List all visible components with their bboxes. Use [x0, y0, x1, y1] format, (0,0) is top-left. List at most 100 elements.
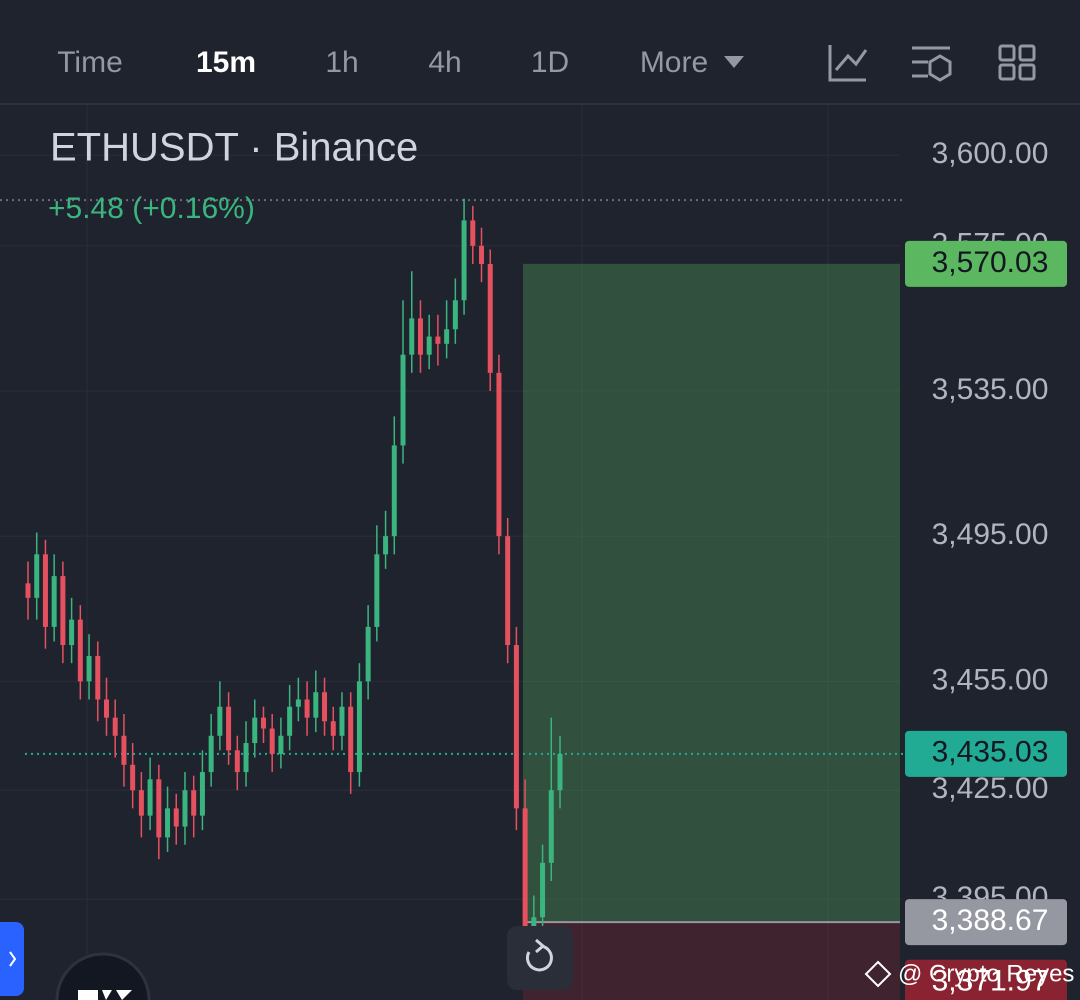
y-tick-label: 3,535.00 [932, 373, 1049, 406]
candle-body [217, 706, 223, 736]
candle-body [138, 790, 144, 816]
candle-body [304, 699, 310, 718]
logo-mark [78, 990, 132, 1000]
toolbar [0, 0, 1080, 104]
candle-body [513, 645, 519, 809]
icon [998, 44, 1016, 62]
candle-body [356, 681, 362, 773]
candle-body [400, 354, 406, 446]
candle-body [191, 790, 197, 816]
candle-body [69, 619, 75, 646]
price-change: +5.48 (+0.16%) [48, 192, 255, 225]
price-label: 3,570.03 [932, 246, 1049, 279]
candle-body [269, 728, 275, 754]
candle-body [130, 764, 136, 791]
more-caret[interactable] [724, 56, 744, 68]
candle-body [330, 721, 336, 736]
candle-body [452, 300, 458, 330]
candle-body [208, 735, 214, 773]
button-bg [507, 926, 573, 990]
settings-button[interactable] [912, 46, 952, 82]
candle-body [112, 717, 118, 736]
candle-body [417, 318, 423, 355]
candle-body [426, 336, 432, 355]
candle-body [182, 790, 188, 827]
candle-body [322, 692, 328, 722]
watermark-text: @ Crypto Reyes [898, 960, 1074, 987]
candle-body [409, 318, 415, 355]
candle-body [260, 717, 266, 729]
candle-body [461, 220, 467, 301]
candle-body [199, 772, 205, 816]
price-label: 3,371.97 [932, 965, 1049, 998]
logo [55, 952, 151, 1000]
candle-body [444, 329, 450, 344]
candle-body [374, 554, 380, 627]
timeframe-tab[interactable]: 1h [325, 46, 358, 79]
candle-body [339, 706, 345, 736]
price-label: 3,435.03 [932, 736, 1049, 769]
chevron [9, 951, 17, 967]
timeframe-tab[interactable]: Time [57, 46, 123, 79]
icon [998, 63, 1016, 81]
reset-view-button[interactable] [507, 926, 573, 990]
icon [525, 944, 553, 972]
candle-body [383, 536, 389, 555]
candles [25, 198, 563, 983]
y-tick-label: 3,425.00 [932, 772, 1049, 805]
candle-body [77, 619, 83, 682]
candle-body [557, 753, 563, 791]
candle-body [34, 554, 40, 598]
candle-body [435, 336, 441, 344]
indicator-button[interactable] [828, 45, 868, 82]
candle-body [147, 779, 153, 816]
candle-body [540, 862, 546, 918]
watermark-icon [864, 960, 892, 988]
candle-body [295, 699, 301, 707]
price-label: 3,388.67 [932, 904, 1049, 937]
candle-body [496, 372, 502, 537]
candle-body [121, 735, 127, 765]
caret-icon [724, 56, 744, 68]
candle-body [51, 576, 57, 627]
candle-body [86, 655, 92, 682]
candle-body [487, 263, 493, 373]
side-drawer-tab[interactable] [0, 922, 24, 996]
candle-body [252, 717, 258, 744]
price-axis: 3,600.003,575.003,535.003,495.003,455.00… [905, 137, 1067, 1000]
icon [834, 49, 868, 71]
icon [1018, 63, 1036, 81]
candle-body [25, 583, 31, 598]
candle-body [348, 706, 354, 773]
candle-body [165, 808, 171, 838]
timeframe-tab[interactable]: 4h [428, 46, 461, 79]
price-label-box [905, 959, 1067, 1000]
icon [828, 45, 866, 82]
logo-circle [55, 952, 151, 1000]
timeframe-tab[interactable]: 1D [531, 46, 569, 79]
candle-body [234, 750, 240, 773]
candle-body [479, 245, 485, 264]
candle-body [365, 626, 371, 682]
candle-body [243, 743, 249, 773]
icon [535, 938, 546, 954]
timeframe-tab[interactable]: 15m [196, 46, 256, 79]
timeframe-tabs: Time 15m 1h 4h 1D More [57, 46, 708, 79]
candle-body [391, 445, 397, 537]
icon [912, 46, 950, 78]
candle-body [548, 790, 554, 863]
candle-body [95, 655, 101, 700]
y-tick-label: 3,600.00 [932, 137, 1049, 170]
candle-body [287, 706, 293, 736]
position-zone [0, 199, 905, 1000]
watermark: @ Crypto Reyes [864, 960, 1074, 988]
timeframe-tab[interactable]: More [640, 46, 708, 79]
layout-button[interactable] [998, 44, 1036, 81]
candle-body [470, 220, 476, 246]
candle-body [156, 779, 162, 838]
icon [928, 54, 952, 82]
candle-body [313, 692, 319, 718]
profit-zone [523, 263, 900, 923]
